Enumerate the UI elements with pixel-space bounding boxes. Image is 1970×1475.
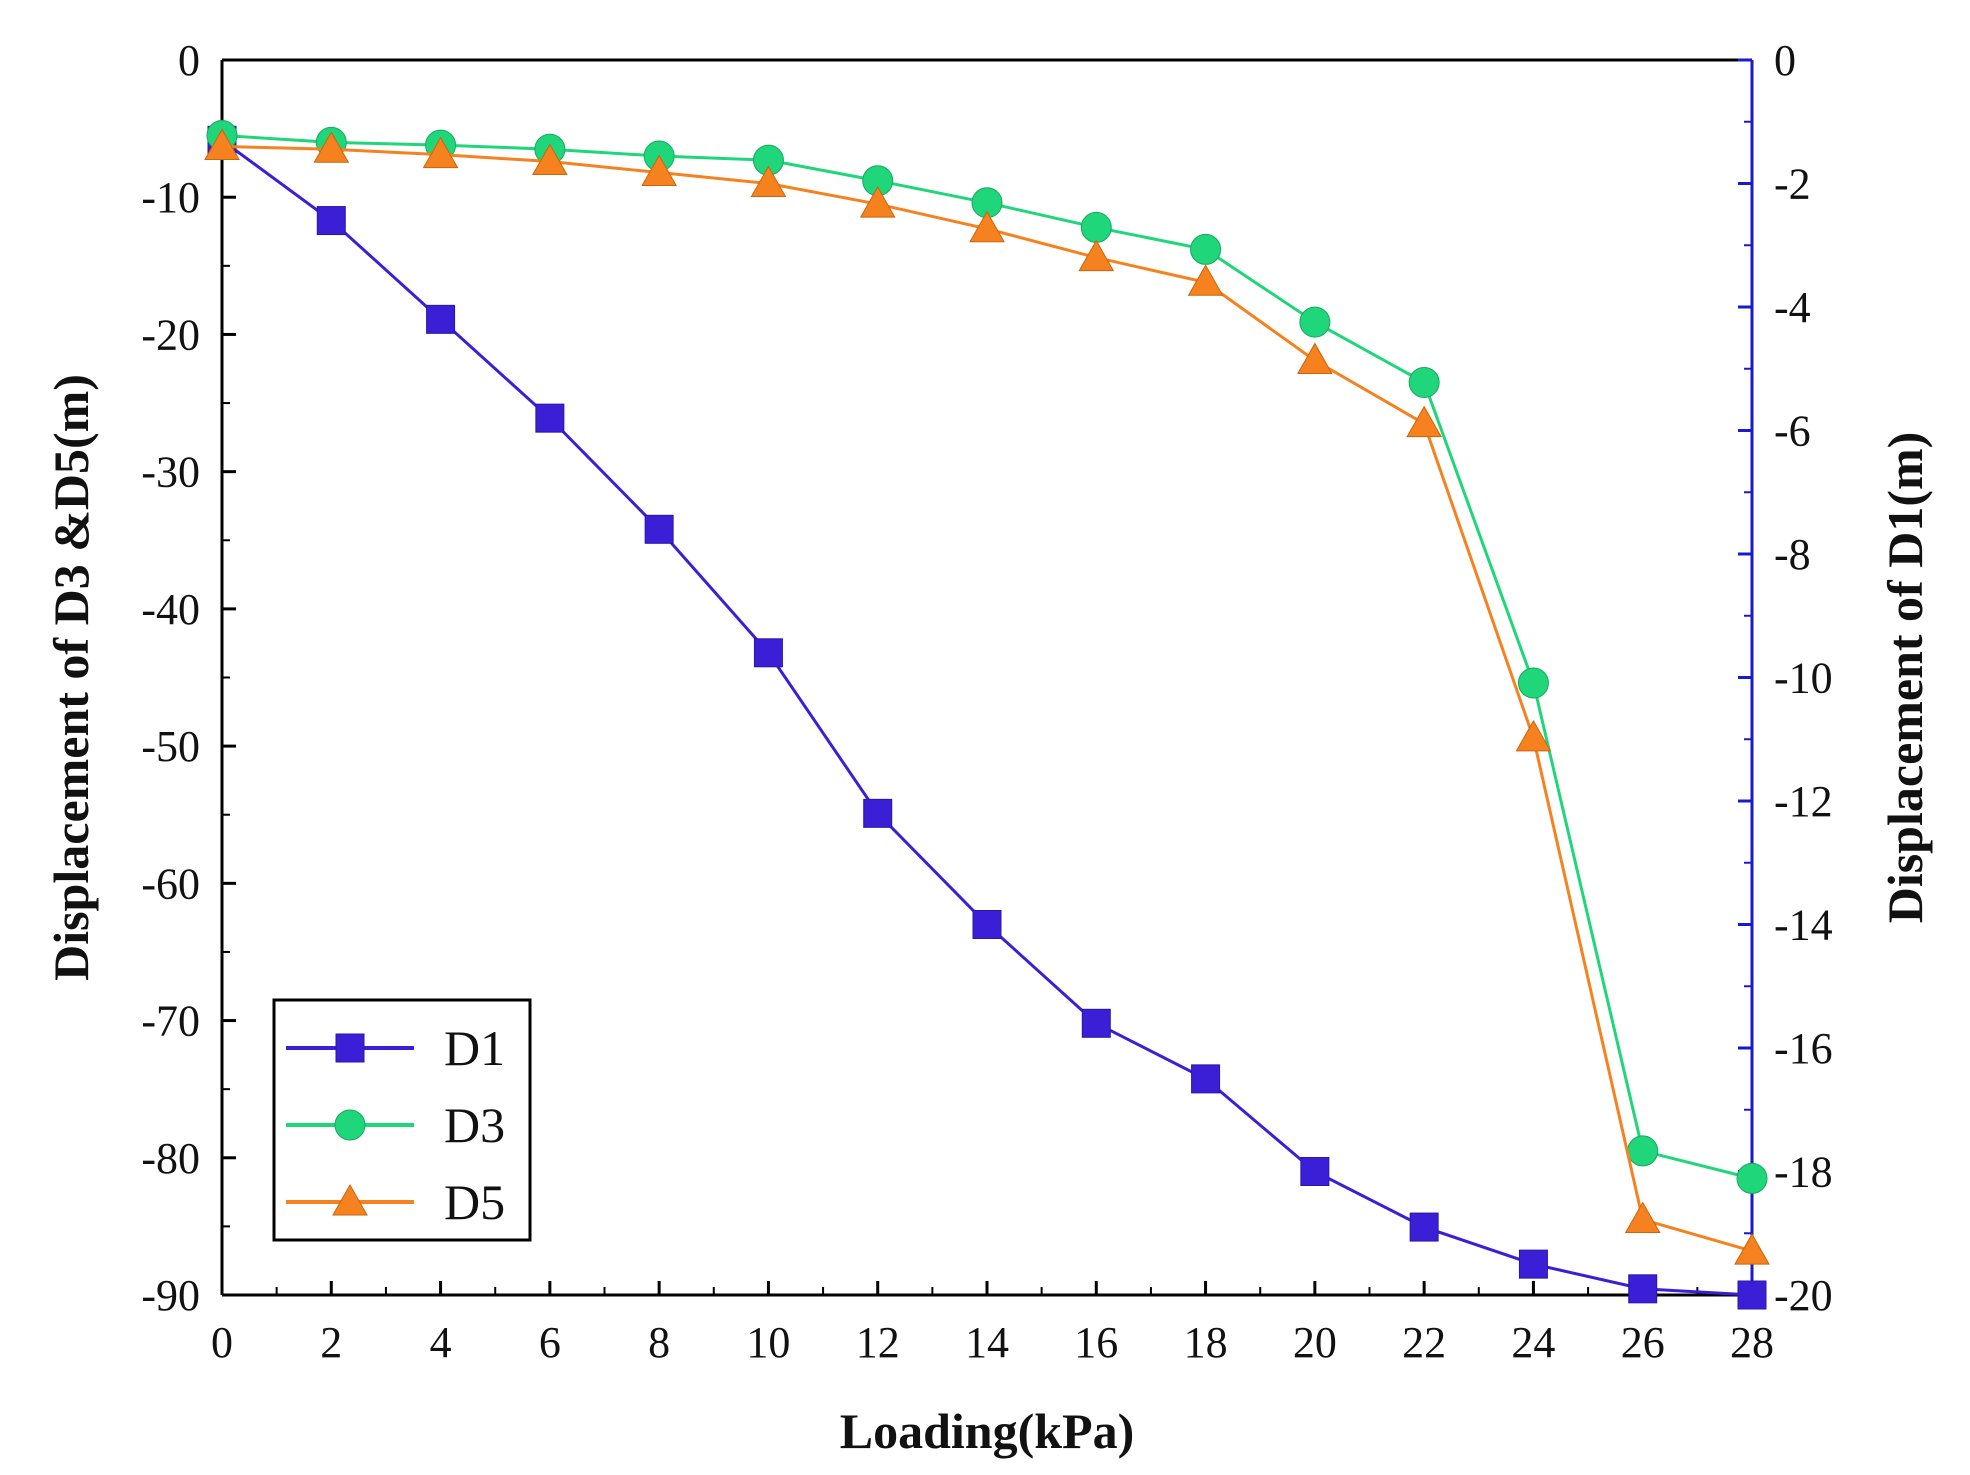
right-y-tick-label: -10 — [1774, 654, 1833, 703]
right-y-tick-label: -16 — [1774, 1024, 1833, 1073]
right-y-tick-label: -4 — [1774, 283, 1811, 332]
x-tick-label: 2 — [320, 1318, 342, 1367]
left-y-tick-label: -30 — [141, 448, 200, 497]
data-point-d3 — [1736, 1162, 1768, 1194]
data-point-d1 — [972, 910, 1002, 939]
x-tick-label: 20 — [1293, 1318, 1337, 1367]
x-tick-label: 16 — [1074, 1318, 1118, 1367]
left-y-tick-label: -50 — [141, 722, 200, 771]
right-y-tick-label: 0 — [1774, 36, 1796, 85]
series-layer — [204, 119, 1770, 1310]
legend-marker-d5 — [332, 1183, 368, 1216]
data-point-d5 — [1515, 719, 1552, 752]
data-point-d3 — [1627, 1135, 1659, 1167]
x-tick-label: 28 — [1730, 1318, 1774, 1367]
data-point-d1 — [1737, 1280, 1767, 1310]
left-y-tick-label: -70 — [141, 997, 200, 1046]
legend-label-d1: D1 — [444, 1020, 505, 1076]
data-point-d3 — [1190, 233, 1222, 265]
legend: D1 D3 D5 — [272, 998, 532, 1242]
data-point-d3 — [1080, 211, 1112, 243]
data-point-d1 — [1300, 1157, 1330, 1186]
left-y-tick-label: -90 — [141, 1271, 200, 1320]
data-point-d5 — [969, 210, 1005, 243]
data-point-d1 — [644, 514, 674, 544]
left-y-tick-label: -40 — [141, 585, 200, 634]
data-point-d1 — [1191, 1064, 1221, 1094]
x-tick-label: 6 — [539, 1318, 561, 1367]
data-point-d5 — [1187, 264, 1224, 296]
x-tick-label: 8 — [648, 1318, 670, 1367]
data-point-d5 — [422, 136, 459, 169]
left-y-tick-label: -60 — [141, 859, 200, 908]
right-y-tick-label: -12 — [1774, 777, 1833, 826]
left-y-axis-title: Displacement of D3 &D5(m) — [43, 374, 99, 981]
data-point-d1 — [1518, 1249, 1548, 1279]
x-tick-label: 22 — [1402, 1318, 1446, 1367]
data-point-d1 — [426, 304, 456, 334]
x-tick-label: 26 — [1621, 1318, 1665, 1367]
data-point-d5 — [313, 131, 350, 163]
right-y-tick-label: -14 — [1774, 901, 1833, 950]
x-tick-label: 12 — [856, 1318, 900, 1367]
legend-label-d5: D5 — [444, 1174, 505, 1230]
right-y-axis-title: Displacement of D1(m) — [1877, 432, 1933, 924]
right-y-tick-label: -20 — [1774, 1271, 1833, 1320]
data-point-d5 — [641, 154, 678, 187]
right-y-tick-label: -8 — [1774, 530, 1811, 579]
data-point-d5 — [1624, 1201, 1661, 1234]
right-y-tick-label: -6 — [1774, 407, 1811, 456]
data-point-d3 — [1517, 667, 1549, 699]
data-point-d3 — [1299, 306, 1331, 338]
x-tick-label: 24 — [1511, 1318, 1555, 1367]
data-point-d1 — [1081, 1008, 1111, 1038]
right-y-tick-label: -2 — [1774, 160, 1811, 209]
data-point-d5 — [750, 165, 787, 197]
x-axis-title: Loading(kPa) — [840, 1403, 1135, 1459]
x-tick-label: 18 — [1184, 1318, 1228, 1367]
data-point-d5 — [1406, 405, 1443, 438]
data-point-d1 — [316, 206, 346, 236]
legend-marker-d3 — [334, 1109, 366, 1141]
left-y-tick-label: -20 — [141, 310, 200, 359]
x-tick-label: 4 — [430, 1318, 452, 1367]
x-tick-label: 10 — [746, 1318, 790, 1367]
data-point-d5 — [1296, 342, 1333, 375]
legend-label-d3: D3 — [444, 1097, 505, 1153]
data-point-d1 — [1409, 1212, 1439, 1242]
series-d5 — [204, 128, 1770, 1265]
legend-marker-d1 — [335, 1033, 365, 1063]
x-tick-label: 0 — [211, 1318, 233, 1367]
data-point-d1 — [1628, 1274, 1658, 1304]
data-point-d5 — [204, 128, 240, 160]
data-point-d5 — [859, 186, 896, 218]
data-point-d1 — [753, 638, 783, 668]
data-point-d1 — [863, 798, 893, 828]
left-y-tick-label: 0 — [178, 36, 200, 85]
left-y-tick-label: -80 — [141, 1134, 200, 1183]
x-tick-label: 14 — [965, 1318, 1009, 1367]
data-point-d5 — [1078, 239, 1115, 272]
axes: 0 2 4 6 8 10 12 14 16 18 20 22 24 26 280-10-20-30-40-5… — [141, 36, 1832, 1367]
data-point-d1 — [535, 403, 565, 433]
left-y-tick-label: -10 — [141, 173, 200, 222]
right-y-tick-label: -18 — [1774, 1148, 1833, 1197]
data-point-d3 — [1408, 366, 1440, 398]
data-point-d5 — [531, 143, 568, 176]
data-point-d5 — [1734, 1233, 1770, 1265]
